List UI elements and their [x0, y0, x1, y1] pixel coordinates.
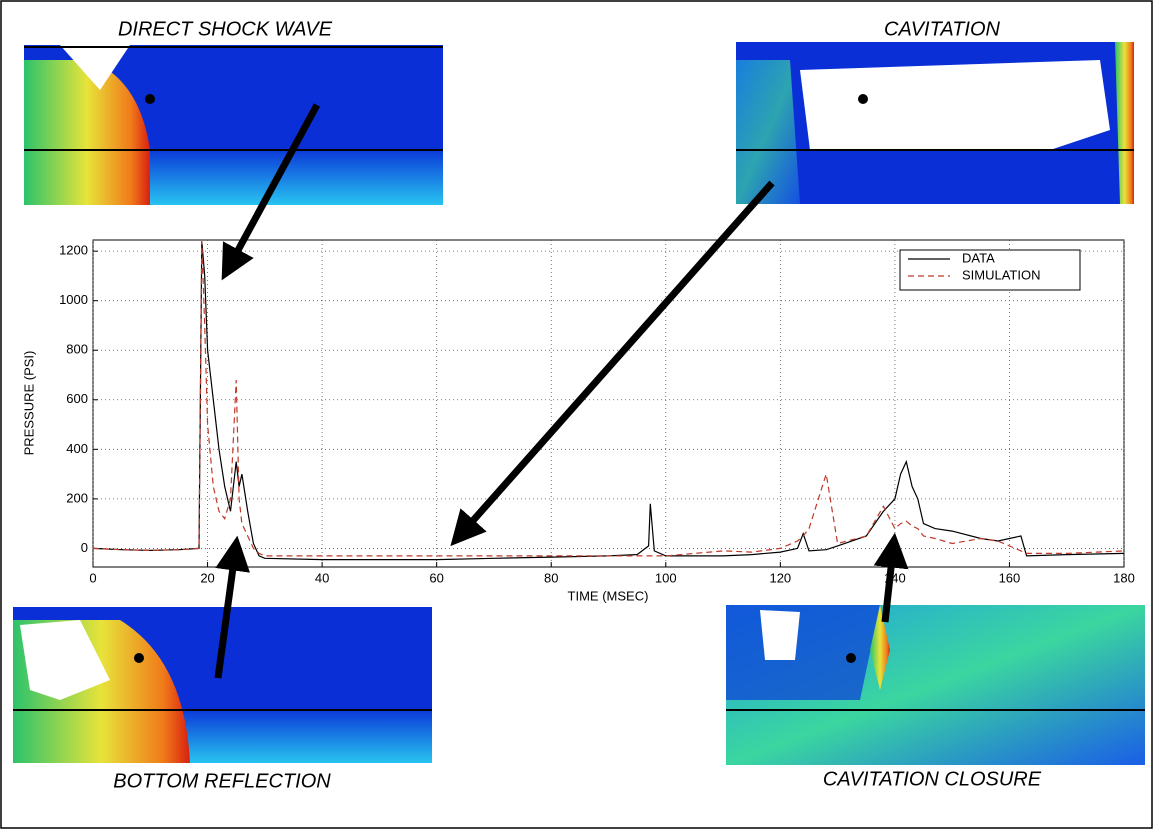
legend-label: SIMULATION	[962, 267, 1041, 282]
annotation-label: DIRECT SHOCK WAVE	[118, 18, 333, 40]
x-tick-label: 120	[769, 570, 791, 585]
y-tick-label: 0	[81, 540, 88, 555]
x-tick-label: 40	[315, 570, 329, 585]
x-axis-label: TIME (MSEC)	[568, 588, 649, 603]
annotation-label: CAVITATION CLOSURE	[823, 768, 1042, 790]
snapshot-direct-shock	[24, 45, 443, 205]
legend: DATA SIMULATION	[900, 250, 1080, 290]
y-tick-label: 1200	[59, 243, 88, 258]
legend-label: DATA	[962, 250, 995, 265]
x-tick-label: 180	[1113, 570, 1135, 585]
snapshot-cavitation	[736, 42, 1134, 204]
snapshot-cavitation-closure	[726, 605, 1145, 765]
x-tick-label: 20	[200, 570, 214, 585]
y-tick-label: 200	[66, 490, 88, 505]
y-axis-label: PRESSURE (PSI)	[21, 351, 36, 456]
y-tick-label: 400	[66, 441, 88, 456]
y-tick-label: 800	[66, 342, 88, 357]
annotation-label: CAVITATION	[884, 18, 1000, 40]
y-tick-label: 600	[66, 391, 88, 406]
y-tick-label: 1000	[59, 292, 88, 307]
x-tick-label: 0	[89, 570, 96, 585]
x-tick-label: 60	[429, 570, 443, 585]
x-tick-label: 100	[655, 570, 677, 585]
page: {"chart_data": {"type": "line", "xlabel"…	[0, 0, 1153, 834]
annotation-label: BOTTOM REFLECTION	[113, 770, 331, 792]
x-tick-label: 80	[544, 570, 558, 585]
x-tick-label: 160	[999, 570, 1021, 585]
chart: DIRECT SHOCK WAVE CAVITATION BOTTOM REFL…	[0, 0, 1153, 829]
